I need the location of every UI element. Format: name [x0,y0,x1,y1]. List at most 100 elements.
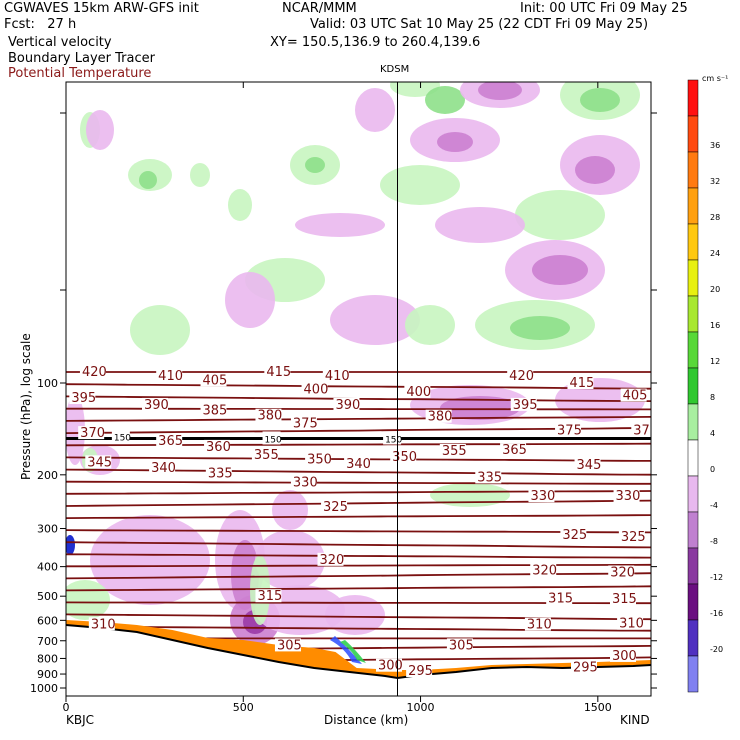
axes: 0 500 1000 15001002003004005006007008009001… [30,82,657,714]
theta-label-bg [251,447,278,461]
theta-line [66,427,651,434]
theta-label-bg [200,373,227,387]
theta-line [66,514,651,519]
theta-label: 355 [442,444,467,459]
theta-label: 295 [408,664,433,679]
w-cell [435,207,525,243]
theta-label-bg [439,443,466,457]
theta-label-bg [200,403,227,417]
theta-label: 315 [612,592,637,607]
chart-title: KDSM [380,64,410,75]
x-tick-label: 0 [63,701,70,714]
theta-label-bg [204,439,231,453]
theta-label: 315 [548,591,573,606]
theta-label: 315 [257,589,282,604]
theta-label-bg [321,499,348,513]
theta-label: 320 [320,553,345,568]
theta-label-bg [274,638,301,652]
theta-label: 150 [385,435,402,445]
theta-label: 390 [335,398,360,413]
theta-line [66,613,651,621]
theta-label: 335 [477,470,502,485]
bl-edge-green [340,640,366,663]
w-cell [225,272,275,328]
colorbar-swatch [687,259,699,297]
theta-label-bg [631,423,651,437]
x-tick-label: 500 [233,701,254,714]
w-cell [580,88,620,112]
theta-label-bg [85,455,112,469]
y-axis-title: Pressure (hPa), log scale [19,333,33,480]
colorbar-unit: cm s⁻¹ [702,74,729,83]
theta-label-bg [88,617,115,631]
theta-label-bg [528,489,555,503]
colorbar-label: 12 [710,357,720,366]
y-tick-label: 600 [37,614,58,627]
w-cell [305,157,325,173]
x-axis-title: Distance (km) [324,713,409,727]
theta-label-bg [608,565,635,579]
theta-label-bg [79,364,106,378]
theta-label-bg [613,489,640,503]
colorbar-label: -4 [710,501,718,510]
colorbar-swatch [687,79,699,117]
theta-label: 330 [530,489,555,504]
colorbar-swatch [687,187,699,225]
theta-label-bg [475,470,502,484]
theta-label-bg [376,658,402,672]
theta-label: 385 [203,403,228,418]
theta-label-bg [156,369,183,383]
w-cell [437,132,473,152]
org-label: NCAR/MMM [282,1,357,16]
theta-label-bg [560,527,587,541]
colorbar-swatch [687,295,699,333]
theta-label-bg [530,563,557,577]
theta-label-bg [317,552,344,566]
w-cell [190,163,210,187]
theta-label: 150 [114,434,131,444]
theta-label: 310 [619,617,644,632]
theta-label: 380 [257,409,282,424]
theta-label-bg [305,452,332,466]
theta-label: 395 [71,391,96,406]
theta-label-bg [290,416,317,430]
w-cell [66,395,85,465]
w-cell [510,316,570,340]
theta-label: 310 [91,617,116,632]
theta-label: 300 [612,649,637,664]
theta-label: 375 [633,423,658,438]
theta-label: 355 [254,448,279,463]
y-tick-label: 200 [37,469,58,482]
theta-label-bg [69,391,96,405]
theta-label-bg [149,461,176,475]
theta-label-bg [404,384,431,398]
theta-line [66,383,651,390]
y-tick-label: 900 [37,668,58,681]
theta-label: 325 [562,528,587,543]
w-cell [532,255,588,285]
theta-label-bg [255,589,282,603]
model-title: CGWAVES 15km ARW-GFS init [4,1,199,16]
field-potential-temperature: Potential Temperature [8,66,152,81]
w-cell [575,156,615,184]
theta-label-bg [574,458,601,472]
theta-label: 400 [304,382,329,397]
colorbar-swatch [687,151,699,189]
theta-label: 375 [557,423,582,438]
theta-label: 400 [406,385,431,400]
y-tick-label: 300 [37,523,58,536]
w-cell [515,190,605,240]
w-cell [425,86,465,114]
bl-edge [330,636,362,664]
theta-label: 305 [449,638,474,653]
colorbar-swatch [687,511,699,549]
theta-label: 420 [509,369,534,384]
theta-label: 410 [325,369,350,384]
y-tick-label: 400 [37,561,58,574]
forecast-hour: Fcst: 27 h [4,17,77,32]
w-cell [355,88,395,132]
w-cell [130,305,190,355]
theta-label: 365 [158,434,183,449]
theta-label: 320 [610,565,635,580]
theta-label: 405 [623,389,648,404]
